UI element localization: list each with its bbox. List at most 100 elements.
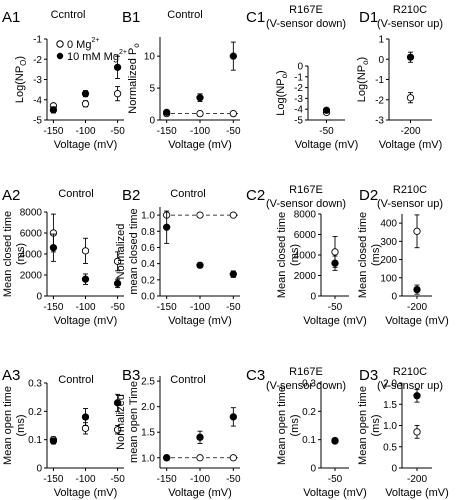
y-tick-label: 0 bbox=[391, 292, 397, 303]
y-tick-label: 400 bbox=[380, 219, 397, 230]
y-tick-label: 300 bbox=[380, 237, 397, 248]
data-point bbox=[113, 426, 122, 434]
panel-title: Control bbox=[170, 374, 205, 386]
panel-tag: B3 bbox=[122, 367, 140, 384]
y-tick-label: 1.5 bbox=[383, 400, 397, 411]
x-tick-label: -150 bbox=[43, 302, 63, 313]
data-point bbox=[413, 392, 421, 400]
y-tick-label: -1 bbox=[33, 35, 42, 46]
legend-open-label: 0 Mg2+ bbox=[67, 37, 99, 51]
y-tick-label: -2 bbox=[375, 95, 384, 106]
panel-tag: D3 bbox=[359, 367, 378, 384]
data-point bbox=[196, 94, 204, 102]
data-point bbox=[413, 428, 421, 436]
legend: 0 Mg2+ 10 mM Mg2+ bbox=[56, 37, 127, 63]
series-filled bbox=[331, 436, 339, 445]
data-point bbox=[196, 454, 204, 462]
y-tick-label: -1 bbox=[294, 72, 303, 83]
panel-title: Ccntrol bbox=[51, 9, 86, 21]
x-tick-label: -100 bbox=[75, 302, 95, 313]
x-tick-label: -50 bbox=[110, 126, 125, 137]
y-tick-label: 0.1 bbox=[28, 435, 42, 446]
data-point bbox=[81, 100, 90, 108]
y-tick-label: 2.0 bbox=[141, 402, 155, 413]
y-tick-label: 0.8 bbox=[141, 227, 155, 238]
data-point bbox=[81, 413, 90, 421]
x-axis-label: Voltage (mV) bbox=[54, 487, 118, 499]
series-open bbox=[163, 211, 237, 219]
panel-tag: C1 bbox=[246, 9, 265, 26]
data-point bbox=[163, 108, 171, 116]
panel-d1: D1 R210C (V-sensor up) -3 -2 -1 0 1 -200 Voltage … bbox=[356, 4, 443, 151]
panel-tag: D1 bbox=[359, 9, 378, 26]
data-point bbox=[113, 257, 122, 265]
x-tick-label: -200 bbox=[400, 126, 420, 137]
panel-title: Control bbox=[58, 374, 93, 386]
panel-title: Control bbox=[58, 188, 93, 200]
x-axis-label: Voltage (mV) bbox=[168, 487, 232, 499]
panel-subtitle: (V-sensor up) bbox=[377, 18, 443, 30]
y-axis-label: Normalized bbox=[115, 394, 127, 450]
y-tick-label: 0.4 bbox=[141, 259, 155, 270]
x-tick-label: -200 bbox=[407, 474, 427, 485]
y-axis-label: Mean closed time bbox=[357, 212, 369, 298]
series-filled bbox=[413, 284, 421, 295]
panel-c1: C1 R167E (V-sensor down) -5-4-3-2-10 -50 Volt… bbox=[246, 4, 358, 151]
x-tick-label: -100 bbox=[190, 474, 210, 485]
data-point bbox=[81, 424, 90, 432]
y-axis-label-line2: (ms) bbox=[15, 243, 27, 265]
panel-c3: C3 R167E (V-sensor down) 0 0.1 0.2 0.3 -50 Volta… bbox=[246, 366, 367, 499]
x-axis-label: Voltage (mV) bbox=[168, 315, 232, 327]
panel-tag: C2 bbox=[246, 187, 265, 204]
y-tick-label: 200 bbox=[380, 255, 397, 266]
panel-tag: B2 bbox=[122, 187, 140, 204]
panel-title: Control bbox=[167, 9, 202, 21]
y-tick-label: -2 bbox=[33, 55, 42, 66]
panel-title: R167E bbox=[289, 366, 323, 378]
panel-b3: B3 Control 1.0 1.5 2.0 2.5 -150 -100 -50 Voltage … bbox=[115, 367, 241, 499]
x-tick-label: -50 bbox=[319, 126, 334, 137]
x-tick-label: -150 bbox=[43, 126, 63, 137]
x-tick-label: -150 bbox=[157, 302, 177, 313]
y-axis-label-line2: (ms) bbox=[289, 415, 301, 437]
data-point bbox=[229, 270, 237, 278]
x-tick-label: -100 bbox=[75, 474, 95, 485]
y-axis-label-line2: (ms) bbox=[15, 415, 27, 437]
data-point bbox=[81, 247, 90, 255]
panel-d2: D2 R210C (V-sensor up) 0 100 200 300 400 -200 Vol… bbox=[357, 184, 449, 327]
y-tick-label: 0.3 bbox=[28, 379, 42, 390]
y-tick-label: 4000 bbox=[294, 251, 317, 262]
y-tick-label: -5 bbox=[33, 116, 42, 127]
panel-a2: A2 Control 0 2000 4000 6000 8000 -150 -100 -50 Vol… bbox=[2, 187, 125, 327]
data-point bbox=[331, 248, 339, 256]
panel-tag: A2 bbox=[2, 187, 20, 204]
series-filled bbox=[406, 51, 415, 63]
y-tick-label: 1.5 bbox=[141, 428, 155, 439]
y-axis-label: Normalized bbox=[115, 224, 127, 280]
data-point bbox=[229, 109, 237, 118]
y-tick-label: 0.3 bbox=[302, 379, 316, 390]
data-point bbox=[163, 454, 171, 462]
x-tick-label: -200 bbox=[407, 302, 427, 313]
data-point bbox=[49, 244, 58, 252]
x-tick-label: -50 bbox=[226, 126, 241, 137]
series-open bbox=[406, 92, 415, 104]
y-tick-label: -4 bbox=[294, 105, 303, 116]
data-point bbox=[113, 90, 122, 98]
data-point bbox=[229, 52, 237, 60]
data-point bbox=[163, 223, 171, 231]
legend-open-marker bbox=[56, 40, 64, 48]
panel-title: R167E bbox=[289, 184, 323, 196]
x-axis-label: Voltage (mV) bbox=[303, 487, 367, 499]
y-axis-label: Log(NPo) bbox=[275, 70, 289, 115]
series-filled bbox=[331, 255, 339, 271]
x-tick-label: -100 bbox=[190, 302, 210, 313]
y-tick-label: 1.0 bbox=[141, 453, 155, 464]
y-axis-label: Mean closed time bbox=[2, 211, 14, 297]
x-axis-label: Voltage (mV) bbox=[303, 315, 367, 327]
y-tick-label: 10 bbox=[144, 52, 156, 63]
y-tick-label: -5 bbox=[294, 116, 303, 127]
y-tick-label: 0.6 bbox=[141, 243, 155, 254]
y-tick-label: -3 bbox=[375, 116, 384, 127]
